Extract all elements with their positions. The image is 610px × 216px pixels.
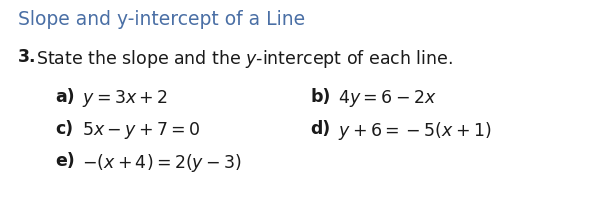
Text: $y + 6 = -5(x + 1)$: $y + 6 = -5(x + 1)$ [338,120,492,142]
Text: c): c) [55,120,73,138]
Text: $5x - y + 7 = 0$: $5x - y + 7 = 0$ [82,120,201,141]
Text: Slope and y-intercept of a Line: Slope and y-intercept of a Line [18,10,305,29]
Text: State the slope and the $y$-intercept of each line.: State the slope and the $y$-intercept of… [36,48,453,70]
Text: e): e) [55,152,75,170]
Text: $y = 3x + 2$: $y = 3x + 2$ [82,88,168,109]
Text: $4y = 6 - 2x$: $4y = 6 - 2x$ [338,88,437,109]
Text: 3.: 3. [18,48,37,66]
Text: a): a) [55,88,74,106]
Text: b): b) [310,88,331,106]
Text: $-(x + 4) = 2(y - 3)$: $-(x + 4) = 2(y - 3)$ [82,152,242,174]
Text: d): d) [310,120,330,138]
